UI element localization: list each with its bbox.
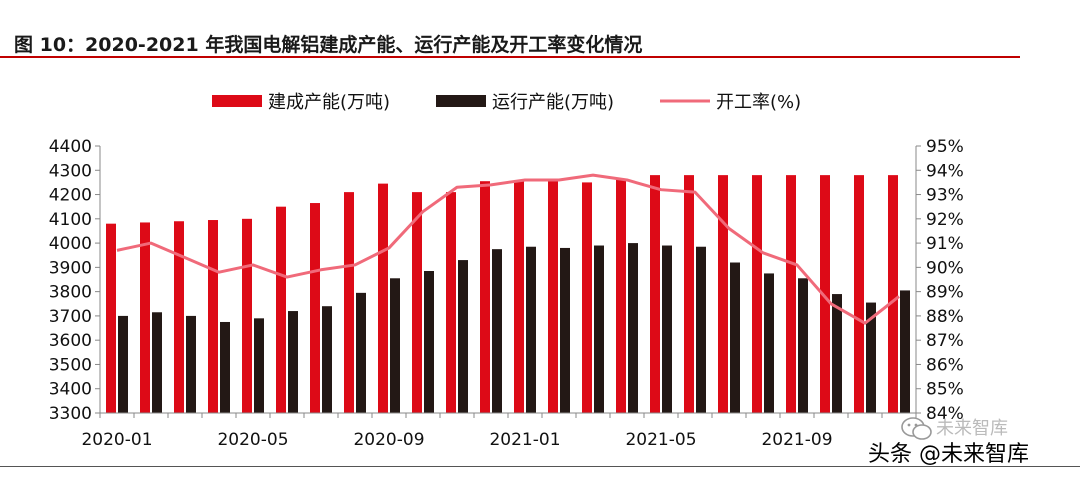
built-capacity-bar xyxy=(276,206,286,413)
built-capacity-bar xyxy=(140,222,150,413)
built-capacity-bar xyxy=(378,183,388,413)
running-capacity-bar xyxy=(390,278,400,413)
line-series-group xyxy=(116,173,900,325)
left-tick-label: 4200 xyxy=(49,186,92,206)
running-capacity-bar xyxy=(832,294,842,413)
left-tick-label: 3900 xyxy=(49,258,92,278)
left-tick-label: 4400 xyxy=(49,137,92,157)
wechat-icon xyxy=(901,417,932,440)
running-capacity-bar xyxy=(118,315,128,413)
legend-utilization-rate-label: 开工率(%) xyxy=(716,92,801,113)
right-tick-label: 86% xyxy=(926,355,964,375)
running-capacity-bar xyxy=(696,246,706,413)
built-capacity-bar xyxy=(752,175,762,413)
title-divider xyxy=(0,56,1020,58)
x-tick-label: 2020-09 xyxy=(353,430,424,450)
running-capacity-bar xyxy=(526,246,536,413)
running-capacity-bar xyxy=(288,311,298,413)
right-tick-label: 87% xyxy=(926,331,964,351)
legend-running-capacity-swatch xyxy=(436,95,486,107)
watermark-ghost-text: 未来智库 xyxy=(936,418,1008,439)
watermark-text: 头条 @未来智库 xyxy=(868,442,1029,467)
right-y-axis: 84% 85% 86% 87% 88% 89% 90% 91% 92% 93% 94% 95% xyxy=(915,137,964,424)
running-capacity-bar xyxy=(186,315,196,413)
left-tick-label: 3500 xyxy=(49,355,92,375)
left-tick-label: 3300 xyxy=(49,404,92,424)
right-tick-label: 84% xyxy=(926,404,964,424)
bottom-divider xyxy=(0,466,1080,467)
right-tick-label: 89% xyxy=(926,283,964,303)
right-tick-label: 92% xyxy=(926,210,964,230)
built-capacity-bar xyxy=(310,203,320,413)
x-tick-label: 2021-09 xyxy=(761,430,832,450)
built-capacity-bar xyxy=(446,192,456,413)
right-tick-label: 85% xyxy=(926,380,964,400)
built-capacity-bar xyxy=(514,181,524,413)
built-capacity-bar xyxy=(344,192,354,413)
running-capacity-bar xyxy=(560,247,570,413)
right-tick-label: 94% xyxy=(926,161,964,181)
running-capacity-bar xyxy=(424,271,434,413)
x-axis: 2020-01 2020-05 2020-09 2021-01 2021-05 2021-… xyxy=(81,412,917,450)
right-tick-label: 93% xyxy=(926,186,964,206)
left-tick-label: 3800 xyxy=(49,283,92,303)
running-capacity-bar xyxy=(492,249,502,413)
legend-built-capacity-swatch xyxy=(212,95,262,107)
left-tick-label: 4300 xyxy=(49,161,92,181)
left-tick-label: 3400 xyxy=(49,380,92,400)
running-capacity-bar xyxy=(594,245,604,413)
built-capacity-bar xyxy=(718,175,728,413)
utilization-rate-line xyxy=(116,173,900,325)
built-capacity-bar xyxy=(684,175,694,413)
built-capacity-bar xyxy=(616,178,626,413)
built-capacity-bar xyxy=(888,175,898,413)
running-capacity-bar xyxy=(764,273,774,413)
left-tick-label: 3600 xyxy=(49,331,92,351)
left-tick-label: 4100 xyxy=(49,210,92,230)
right-tick-label: 88% xyxy=(926,307,964,327)
running-capacity-bar xyxy=(628,243,638,413)
running-capacity-bar xyxy=(356,292,366,413)
left-tick-label: 4000 xyxy=(49,234,92,254)
figure-title: 图 10：2020-2021 年我国电解铝建成产能、运行产能及开工率变化情况 xyxy=(14,34,643,56)
built-capacity-bar xyxy=(412,192,422,413)
running-capacity-bar xyxy=(152,312,162,413)
x-tick-label: 2020-01 xyxy=(81,430,152,450)
x-tick-label: 2021-01 xyxy=(489,430,560,450)
running-capacity-bar xyxy=(458,260,468,413)
built-capacity-bar xyxy=(480,181,490,413)
built-capacity-bar xyxy=(820,175,830,413)
built-capacity-bar xyxy=(208,220,218,413)
built-capacity-bar xyxy=(582,182,592,413)
running-capacity-bar xyxy=(730,262,740,413)
bar-series-group xyxy=(106,175,910,413)
built-capacity-bar xyxy=(548,181,558,413)
running-capacity-bar xyxy=(866,302,876,413)
running-capacity-bar xyxy=(662,245,672,413)
running-capacity-bar xyxy=(900,290,910,413)
left-y-axis: 3300 3400 3500 3600 3700 3800 3900 4000 4100 4200… xyxy=(49,137,101,424)
built-capacity-bar xyxy=(854,175,864,413)
running-capacity-bar xyxy=(322,306,332,413)
built-capacity-bar xyxy=(242,218,252,413)
legend-built-capacity-label: 建成产能(万吨) xyxy=(268,92,390,113)
x-tick-label: 2020-05 xyxy=(217,430,288,450)
built-capacity-bar xyxy=(174,221,184,413)
built-capacity-bar xyxy=(106,223,116,413)
running-capacity-bar xyxy=(254,318,264,413)
right-tick-label: 90% xyxy=(926,258,964,278)
running-capacity-bar xyxy=(220,321,230,413)
right-tick-label: 91% xyxy=(926,234,964,254)
legend-running-capacity-label: 运行产能(万吨) xyxy=(492,92,614,113)
built-capacity-bar xyxy=(650,175,660,413)
built-capacity-bar xyxy=(786,175,796,413)
chart-legend: 建成产能(万吨) 运行产能(万吨) 开工率(%) xyxy=(212,92,801,113)
right-tick-label: 95% xyxy=(926,137,964,157)
x-tick-label: 2021-05 xyxy=(625,430,696,450)
running-capacity-bar xyxy=(798,278,808,413)
left-tick-label: 3700 xyxy=(49,307,92,327)
